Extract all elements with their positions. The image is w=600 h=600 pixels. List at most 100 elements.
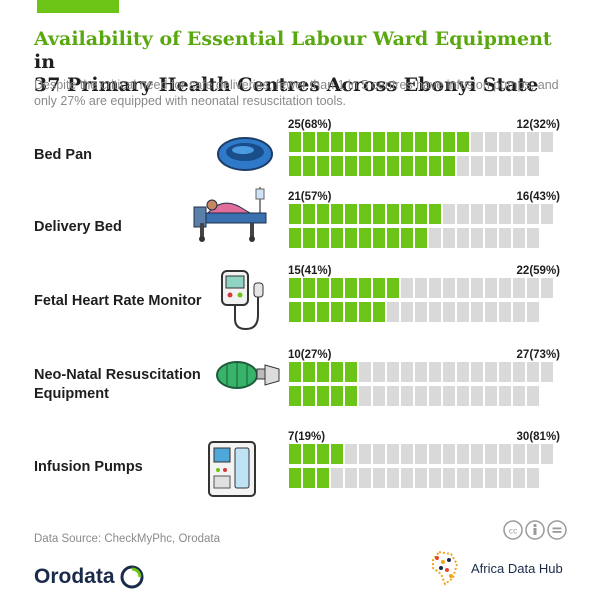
waffle-cell-unavailable (527, 156, 539, 176)
waffle-cell-unavailable (443, 362, 455, 382)
waffle-cell-available (303, 386, 315, 406)
waffle-cell-unavailable (443, 468, 455, 488)
waffle-cell-unavailable (387, 302, 399, 322)
waffle-cell-available (317, 386, 329, 406)
waffle-cell-unavailable (527, 386, 539, 406)
waffle-cell-available (317, 132, 329, 152)
waffle-cell-unavailable (359, 468, 371, 488)
waffle-cell-available (289, 444, 301, 464)
waffle-cell-available (303, 156, 315, 176)
waffle-cell-unavailable (527, 132, 539, 152)
waffle-cell-unavailable (485, 204, 497, 224)
waffle-cell-available (303, 444, 315, 464)
waffle-cell-unavailable (429, 386, 441, 406)
waffle-cell-unavailable (415, 468, 427, 488)
waffle-cell-unavailable (401, 444, 413, 464)
waffle-cell-available (303, 362, 315, 382)
resuscitator-icon (216, 361, 280, 389)
waffle-cell-available (345, 362, 357, 382)
waffle-cell-unavailable (443, 302, 455, 322)
waffle-cell-unavailable (401, 362, 413, 382)
waffle-cell-available (387, 278, 399, 298)
row-label-line-1: Neo-Natal Resuscitation (34, 367, 201, 383)
waffle-cell-available (345, 278, 357, 298)
waffle-cell-unavailable (429, 278, 441, 298)
waffle-cell-available (331, 156, 343, 176)
waffle-cell-available (289, 278, 301, 298)
waffle-cell-available (303, 132, 315, 152)
waffle-cell-unavailable (373, 362, 385, 382)
waffle-cell-available (331, 132, 343, 152)
waffle-cell-unavailable (373, 386, 385, 406)
waffle-cell-unavailable (485, 468, 497, 488)
africa-data-hub-logo: Africa Data Hub (425, 548, 563, 588)
waffle-cell-unavailable (443, 228, 455, 248)
waffle-cell-available (359, 228, 371, 248)
waffle-cell-available (317, 362, 329, 382)
value-unavailable-bed-pan: 12(32%) (516, 119, 560, 131)
waffle-cell-available (345, 302, 357, 322)
row-label-line-2: Equipment (34, 386, 109, 402)
waffle-cell-available (373, 302, 385, 322)
waffle-cell-unavailable (513, 132, 525, 152)
waffle-cell-unavailable (485, 156, 497, 176)
waffle-cell-available (289, 362, 301, 382)
waffle-cell-unavailable (513, 444, 525, 464)
waffle-cell-available (317, 278, 329, 298)
waffle-cell-unavailable (457, 302, 469, 322)
waffle-cell-available (289, 204, 301, 224)
title-rest: in (34, 51, 56, 73)
waffle-cell-available (401, 228, 413, 248)
waffle-cell-available (429, 204, 441, 224)
waffle-cell-unavailable (415, 386, 427, 406)
waffle-cell-unavailable (513, 386, 525, 406)
waffle-cell-available (443, 132, 455, 152)
waffle-cell-available (317, 228, 329, 248)
waffle-cell-available (331, 362, 343, 382)
waffle-cell-available (345, 228, 357, 248)
waffle-cell-available (331, 386, 343, 406)
value-available-resuscitation: 10(27%) (288, 349, 332, 361)
delivery-bed-icon (193, 187, 267, 242)
waffle-cell-unavailable (331, 468, 343, 488)
waffle-cell-unavailable (471, 362, 483, 382)
waffle-cell-unavailable (513, 302, 525, 322)
waffle-cell-available (289, 228, 301, 248)
waffle-cell-available (373, 132, 385, 152)
waffle-cell-available (387, 228, 399, 248)
value-unavailable-infusion-pumps: 30(81%) (516, 431, 560, 443)
waffle-cell-available (415, 204, 427, 224)
waffle-cell-unavailable (401, 386, 413, 406)
waffle-cell-available (373, 156, 385, 176)
title-accent: Availability of Essential Labour Ward Eq… (34, 28, 552, 50)
waffle-cell-unavailable (499, 362, 511, 382)
waffle-cell-unavailable (499, 468, 511, 488)
row-label-delivery-bed: Delivery Bed (34, 219, 122, 235)
waffle-cell-unavailable (541, 444, 553, 464)
waffle-cell-available (415, 132, 427, 152)
waffle-cell-available (303, 228, 315, 248)
waffle-cell-unavailable (485, 386, 497, 406)
waffle-cell-unavailable (415, 302, 427, 322)
waffle-cell-available (387, 156, 399, 176)
waffle-cell-unavailable (387, 362, 399, 382)
waffle-cell-unavailable (471, 132, 483, 152)
waffle-cell-available (289, 156, 301, 176)
waffle-cell-unavailable (527, 302, 539, 322)
waffle-cell-available (359, 278, 371, 298)
waffle-cell-unavailable (485, 278, 497, 298)
waffle-cell-available (303, 302, 315, 322)
value-available-delivery-bed: 21(57%) (288, 191, 332, 203)
value-available-infusion-pumps: 7(19%) (288, 431, 326, 443)
waffle-cell-unavailable (457, 362, 469, 382)
waffle-cell-available (415, 228, 427, 248)
waffle-cell-available (429, 132, 441, 152)
waffle-cell-available (373, 204, 385, 224)
waffle-cell-unavailable (499, 444, 511, 464)
waffle-cell-unavailable (429, 468, 441, 488)
waffle-cell-unavailable (471, 386, 483, 406)
row-label-neonatal-resuscitation: Neo-Natal Resuscitation Equipment (34, 366, 201, 404)
data-source: Data Source: CheckMyPhc, Orodata (34, 533, 220, 545)
waffle-cell-unavailable (527, 204, 539, 224)
waffle-cell-unavailable (485, 132, 497, 152)
